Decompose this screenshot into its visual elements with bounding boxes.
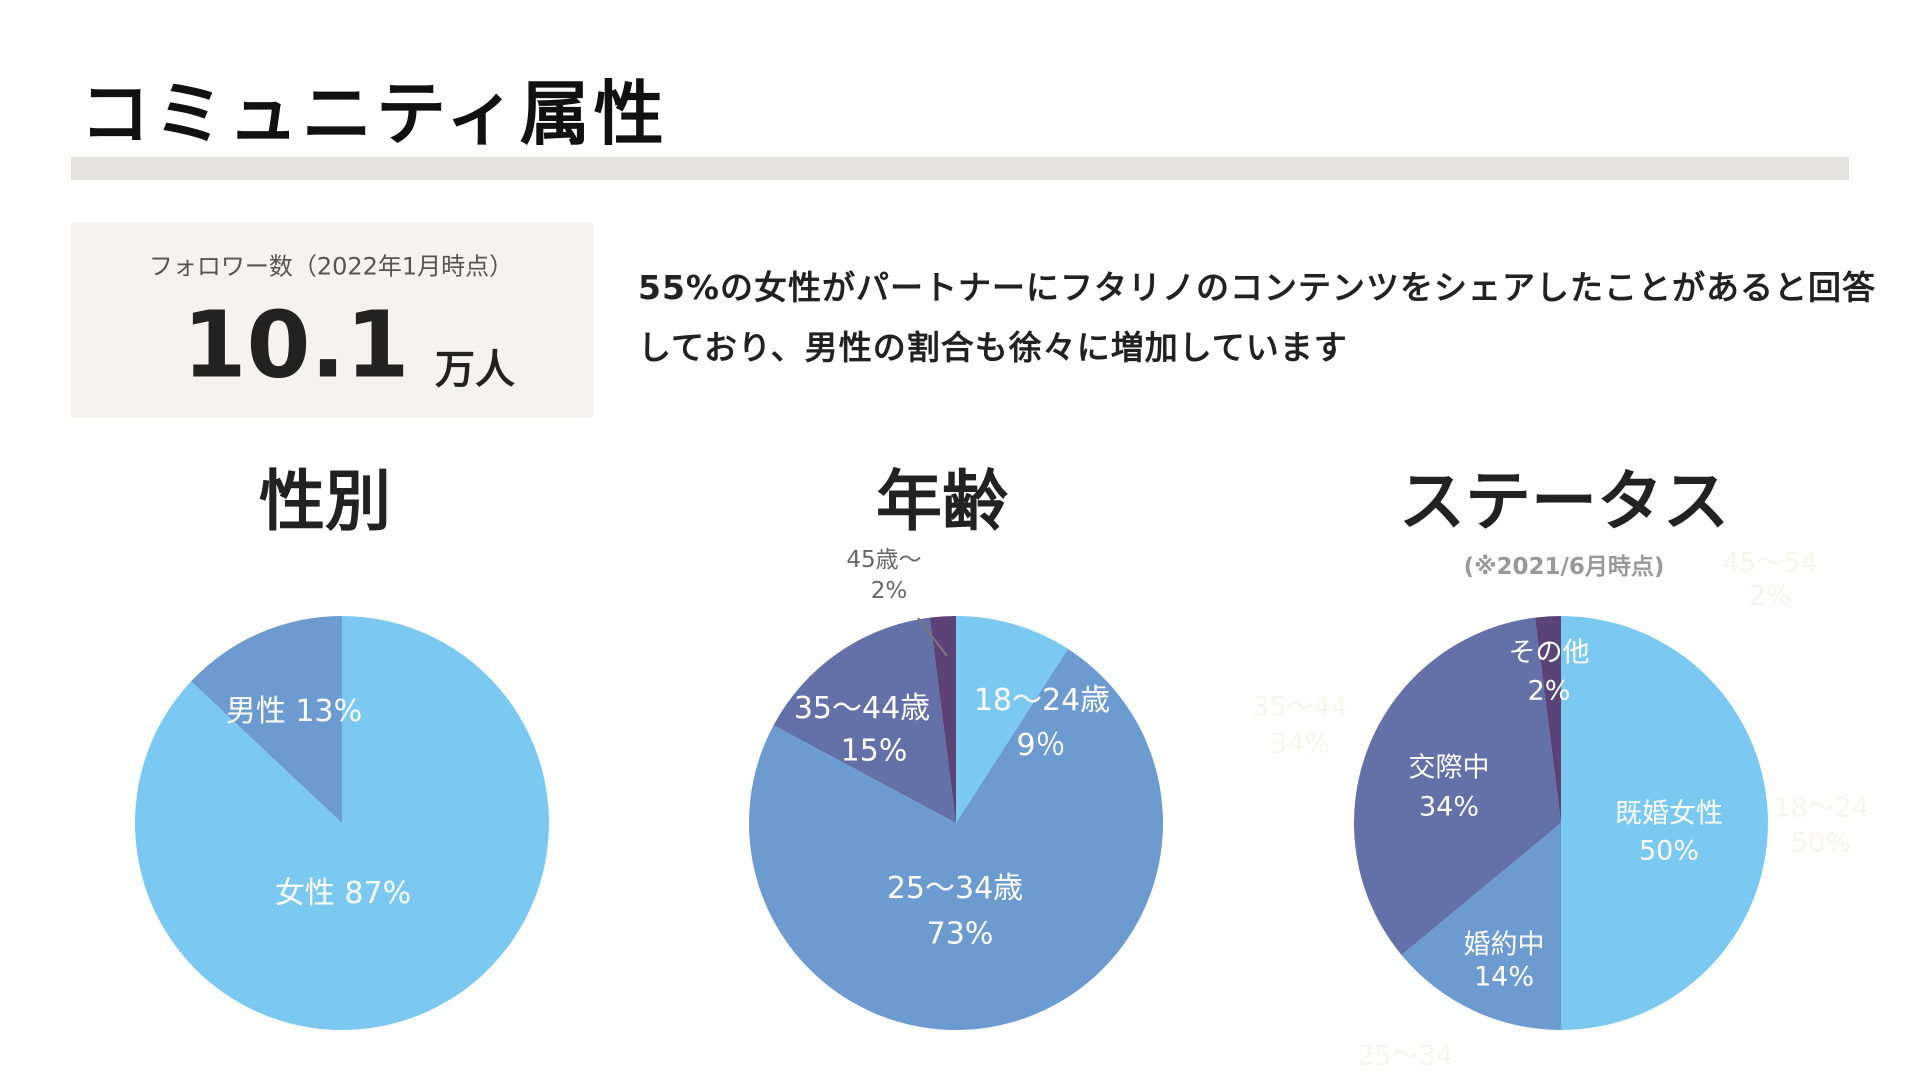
follower-count-unit: 万人	[435, 347, 515, 393]
ghost-label: 50%	[1790, 827, 1852, 859]
chart-title-age: 年齢	[876, 463, 1008, 540]
data-label-25-34: 25〜34歳	[886, 871, 1024, 906]
data-label-female: 女性 87%	[274, 876, 412, 911]
pie-slice-0-1	[191, 616, 342, 823]
data-label-married-pct: 50%	[1638, 835, 1700, 867]
pie-slice-1-2	[773, 617, 956, 823]
pie-slice-1-0	[956, 616, 1068, 823]
data-label-married: 既婚女性	[1615, 798, 1723, 830]
data-label-male: 男性 13%	[225, 694, 363, 729]
data-label-25-34-pct: 73%	[926, 916, 994, 952]
ghost-label: 35〜44	[1252, 691, 1348, 723]
data-label-engaged-pct: 14%	[1473, 961, 1535, 993]
title-divider	[71, 157, 1849, 180]
page-title: コミュニティ属性	[80, 73, 668, 155]
pie-slice-2-2	[1354, 617, 1561, 955]
ghost-label: 2%	[1748, 580, 1792, 612]
chart-title-status: ステータス	[1399, 463, 1729, 540]
follower-count-card	[71, 223, 593, 418]
data-label-45-plus: 45歳〜	[846, 547, 922, 573]
chart-title-gender: 性別	[259, 463, 391, 540]
description-text: 55%の女性がパートナーにフタリノのコンテンツをシェアしたことがあると回答してお…	[638, 268, 1876, 367]
data-label-18-24-pct: 9％	[1016, 728, 1066, 763]
ghost-label: 34%	[1269, 728, 1331, 760]
data-label-engaged: 婚約中	[1463, 929, 1545, 961]
data-label-45-plus-pct: 2%	[870, 578, 908, 604]
data-label-other-pct: 2%	[1527, 675, 1571, 707]
follower-count-value: 10.1	[182, 291, 410, 399]
data-label-dating: 交際中	[1408, 752, 1490, 784]
pie-slice-2-0	[1561, 616, 1768, 1030]
ghost-label: 18〜24	[1773, 792, 1869, 824]
ghost-label: 25〜34	[1357, 1040, 1453, 1072]
data-label-dating-pct: 34%	[1418, 791, 1480, 823]
pie-slice-1-1	[749, 648, 1163, 1030]
leader-line	[917, 617, 948, 657]
data-label-18-24: 18〜24歳	[973, 683, 1111, 718]
pie-slice-2-1	[1401, 823, 1561, 1030]
data-label-35-44-pct: 15%	[840, 733, 908, 769]
data-label-35-44: 35〜44歳	[793, 691, 931, 726]
ghost-label: 45〜54	[1722, 547, 1818, 579]
data-label-other: その他	[1508, 637, 1590, 669]
chart-subtitle-status: (※2021/6月時点)	[1463, 554, 1665, 580]
pie-slice-2-3	[1535, 616, 1561, 823]
pie-slice-1-3	[929, 616, 956, 823]
follower-count-label: フォロワー数（2022年1月時点）	[148, 252, 514, 281]
